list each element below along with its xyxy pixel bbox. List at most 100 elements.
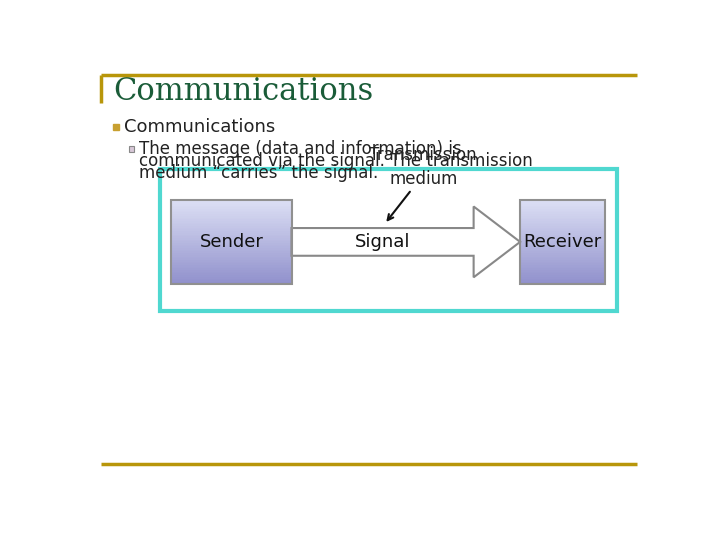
Text: Communications: Communications [124,118,275,136]
Bar [520,253,606,255]
Bar [171,240,292,242]
Bar [171,236,292,239]
Bar [171,270,292,272]
Bar [171,256,292,259]
Bar [520,277,606,279]
Bar [520,221,606,223]
Bar [171,234,292,237]
Bar [113,124,120,130]
Bar [520,245,606,247]
Bar [171,202,292,205]
Bar [520,228,606,230]
Bar [171,219,292,221]
Bar [520,209,606,211]
Bar [520,211,606,213]
Bar [520,264,606,266]
Bar [520,218,606,220]
Bar [520,240,606,242]
Bar [171,268,292,271]
Bar [520,206,606,208]
Bar [171,282,292,284]
Bar [520,216,606,218]
Bar [520,282,606,284]
Bar [520,279,606,281]
Bar [520,234,606,237]
Bar [520,236,606,239]
Bar [520,280,606,282]
Bar [171,201,292,203]
Bar [171,216,292,218]
Bar [171,206,292,208]
Bar [520,250,606,252]
Bar [520,204,606,206]
Bar [520,226,606,228]
Text: medium “carries” the signal.: medium “carries” the signal. [139,164,378,183]
Bar [520,222,606,225]
Bar [520,243,606,245]
Bar [171,231,292,233]
Bar [171,255,292,257]
Bar [129,146,134,152]
Bar [520,275,606,278]
Text: Sender: Sender [199,233,264,251]
Bar [520,233,606,235]
Bar [520,270,606,272]
Bar [520,246,606,249]
Bar [520,200,606,284]
Bar [171,214,292,217]
Bar [160,168,617,311]
Bar [171,265,292,267]
Text: communicated via the signal. The transmission: communicated via the signal. The transmi… [139,152,533,170]
Bar [171,218,292,220]
Bar [171,230,292,232]
Bar [171,258,292,260]
Bar [520,224,606,227]
Bar [171,211,292,213]
Bar [171,226,292,228]
Bar [171,248,292,251]
Text: Signal: Signal [355,233,410,251]
Bar [520,256,606,259]
Bar [171,222,292,225]
Bar [171,200,292,284]
Bar [520,267,606,269]
Bar [171,272,292,274]
Bar [520,260,606,262]
Text: Transmission
medium: Transmission medium [369,146,477,188]
Bar [520,255,606,257]
Bar [171,243,292,245]
Bar [171,238,292,240]
Bar [520,219,606,221]
Bar [171,221,292,223]
Bar [171,261,292,264]
Bar [171,253,292,255]
Bar [171,228,292,230]
Bar [171,224,292,227]
Bar [520,273,606,276]
Bar [171,204,292,206]
Polygon shape [292,206,520,278]
Bar [520,252,606,254]
Bar [520,241,606,244]
Bar [520,238,606,240]
Bar [171,250,292,252]
Bar [171,264,292,266]
Bar [171,273,292,276]
Bar [171,209,292,211]
Bar [520,199,606,201]
Bar [520,202,606,205]
Bar [171,207,292,210]
Bar [520,231,606,233]
Bar [520,230,606,232]
Bar [171,267,292,269]
Bar [520,248,606,251]
Bar [520,201,606,203]
Bar [520,258,606,260]
Bar [520,265,606,267]
Bar [520,268,606,271]
Bar [520,261,606,264]
Bar [171,245,292,247]
Bar [171,241,292,244]
Bar [171,280,292,282]
Text: Receiver: Receiver [523,233,602,251]
